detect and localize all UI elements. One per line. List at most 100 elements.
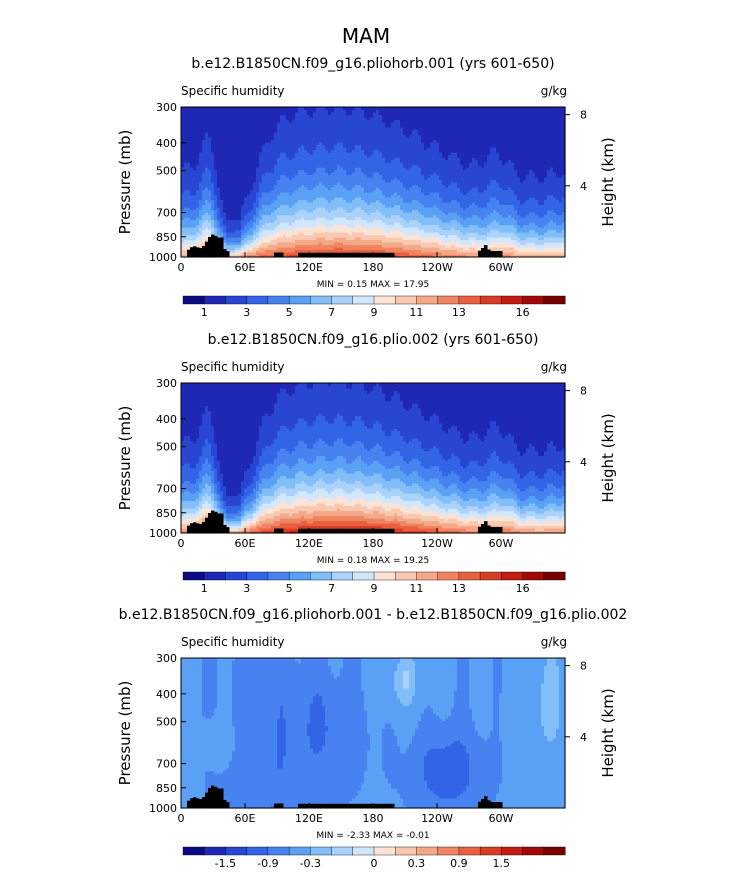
heatmap-cell	[460, 475, 473, 479]
heatmap-cell	[418, 219, 443, 223]
heatmap-cell	[394, 675, 404, 679]
colorbar-swatch	[310, 571, 333, 581]
heatmap-cell	[514, 505, 521, 509]
colorbar-label: 1	[201, 582, 208, 595]
right-tick-label: 4	[580, 180, 587, 193]
heatmap-cell	[382, 114, 566, 118]
heatmap-cell	[427, 750, 467, 754]
heatmap-cell	[292, 450, 386, 454]
heatmap-cell	[319, 242, 323, 246]
heatmap-cell	[202, 450, 212, 454]
heatmap-cell	[550, 167, 554, 171]
heatmap-cell	[457, 212, 491, 216]
heatmap-cell	[286, 743, 311, 747]
heatmap-cell	[514, 192, 566, 196]
heatmap-cell	[400, 478, 425, 482]
heatmap-cell	[418, 723, 476, 727]
heatmap-cell	[361, 217, 404, 221]
heatmap-cell	[415, 688, 458, 692]
heatmap-cell	[274, 483, 296, 487]
heatmap-cell	[442, 428, 449, 432]
heatmap-cell	[352, 798, 404, 802]
heatmap-cell	[553, 508, 566, 512]
panel-title: b.e12.B1850CN.f09_g16.plio.002 (yrs 601-…	[208, 332, 539, 348]
heatmap-cell	[475, 723, 494, 727]
heatmap-cell	[250, 219, 257, 223]
heatmap-cell	[340, 413, 422, 417]
heatmap-cell	[538, 520, 545, 524]
heatmap-cell	[376, 209, 380, 213]
heatmap-cell	[346, 217, 356, 221]
heatmap-cell	[271, 413, 320, 417]
heatmap-cell	[205, 202, 212, 206]
heatmap-cell	[520, 177, 527, 181]
heatmap-cell	[181, 445, 203, 449]
heatmap-cell	[277, 124, 386, 128]
heatmap-cell	[334, 144, 344, 148]
heatmap-cell	[499, 184, 566, 188]
terrain-bar	[493, 251, 497, 257]
heatmap-cell	[364, 780, 389, 784]
heatmap-cell	[262, 415, 317, 419]
heatmap-cell	[460, 433, 470, 437]
heatmap-cell	[397, 693, 416, 697]
colorbar-label: 7	[328, 582, 335, 595]
heatmap-cell	[499, 738, 548, 742]
heatmap-cell	[280, 518, 386, 522]
heatmap-cell	[184, 435, 191, 439]
y-tick-label: 1000	[149, 802, 177, 815]
terrain-bar	[217, 237, 221, 257]
heatmap-cell	[208, 440, 215, 444]
heatmap-cell	[499, 202, 521, 206]
heatmap-cell	[280, 493, 287, 497]
terrain-bar	[361, 803, 365, 808]
heatmap-cell	[463, 490, 467, 494]
heatmap-cell	[217, 498, 221, 502]
heatmap-cell	[499, 718, 542, 722]
heatmap-cell	[256, 209, 260, 213]
terrain-bar	[376, 252, 380, 257]
heatmap-cell	[181, 730, 236, 734]
heatmap-cell	[370, 117, 383, 121]
heatmap-cell	[469, 700, 494, 704]
panel-left-label: Specific humidity	[181, 360, 285, 374]
heatmap-cell	[277, 738, 287, 742]
heatmap-cell	[241, 518, 248, 522]
heatmap-cell	[403, 242, 440, 246]
heatmap-cell	[181, 750, 233, 754]
heatmap-cell	[547, 172, 557, 176]
heatmap-cell	[481, 217, 485, 221]
terrain-bar	[496, 802, 500, 808]
heatmap-cell	[382, 445, 422, 449]
heatmap-cell	[217, 695, 233, 699]
heatmap-cell	[352, 149, 365, 153]
heatmap-cell	[214, 508, 218, 512]
panel-left-label: Specific humidity	[181, 84, 285, 98]
heatmap-cell	[205, 227, 209, 231]
heatmap-cell	[463, 217, 467, 221]
heatmap-cell	[367, 723, 386, 727]
heatmap-cell	[367, 765, 383, 769]
heatmap-cell	[286, 735, 311, 739]
heatmap-cell	[223, 505, 242, 509]
colorbar-swatch	[246, 571, 269, 581]
heatmap-cell	[247, 518, 254, 522]
terrain-bar	[373, 528, 377, 533]
heatmap-cell	[199, 154, 215, 158]
heatmap-cell	[367, 713, 422, 717]
heatmap-cell	[295, 505, 368, 509]
heatmap-cell	[298, 149, 308, 153]
heatmap-cell	[298, 460, 308, 464]
terrain-bar	[190, 523, 194, 533]
heatmap-cell	[289, 513, 293, 517]
heatmap-cell	[469, 204, 479, 208]
heatmap-cell	[283, 715, 311, 719]
heatmap-cell	[385, 398, 392, 402]
heatmap-cell	[424, 495, 434, 499]
heatmap-cell	[241, 252, 248, 256]
heatmap-cell	[184, 207, 191, 211]
heatmap-cell	[487, 520, 515, 524]
heatmap-cell	[274, 187, 299, 191]
heatmap-cell	[556, 495, 563, 499]
heatmap-cell	[196, 520, 203, 524]
